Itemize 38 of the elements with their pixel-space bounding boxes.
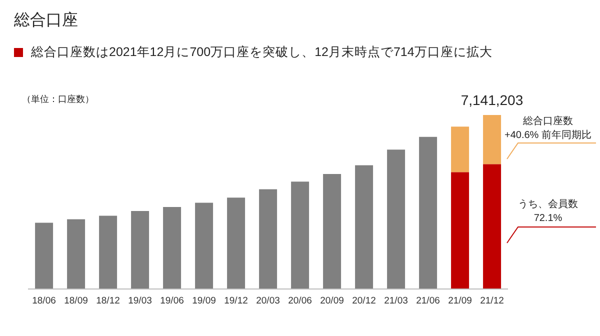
text: うち、会員数 72.1% [518, 198, 578, 224]
bar [291, 182, 310, 289]
x-tick-label: 20/09 [320, 296, 344, 307]
chart-title: 総合口座 [14, 10, 78, 31]
bar [451, 172, 470, 289]
bar [451, 126, 470, 172]
bar [67, 219, 86, 289]
bar [131, 211, 150, 289]
x-tick-label: 20/12 [352, 296, 376, 307]
x-tick-label: 19/12 [224, 296, 248, 307]
x-tick-label: 18/09 [64, 296, 88, 307]
bar [387, 150, 406, 289]
annotation: 総合口座数 +40.6% 前年同期比 [504, 115, 592, 141]
chart-subtitle: 総合口座数は2021年12月に700万口座を突破し、12月末時点で714万口座に拡大 [31, 44, 492, 61]
bar [227, 198, 246, 289]
bar [355, 165, 374, 289]
x-tick-label: 21/06 [416, 296, 440, 307]
bar [163, 207, 182, 289]
bar [323, 174, 342, 289]
x-tick-label: 19/09 [192, 296, 216, 307]
bar [259, 189, 278, 289]
bar [195, 202, 214, 289]
x-tick-label: 18/06 [32, 296, 56, 307]
text: （単位：口座数） [22, 94, 94, 104]
annotation: 7,141,203 [460, 92, 524, 108]
bar [35, 222, 54, 289]
x-tick-label: 18/12 [96, 296, 120, 307]
bar [483, 164, 502, 289]
x-tick-label: 20/03 [256, 296, 280, 307]
x-tick-label: 19/03 [128, 296, 152, 307]
x-tick-label: 21/03 [384, 296, 408, 307]
x-tick-label: 20/06 [288, 296, 312, 307]
bar [419, 136, 438, 289]
bar [99, 216, 118, 289]
x-tick-label: 21/09 [448, 296, 472, 307]
x-tick-label: 21/12 [480, 296, 504, 307]
x-tick-label: 19/06 [160, 296, 184, 307]
bar [483, 115, 502, 164]
